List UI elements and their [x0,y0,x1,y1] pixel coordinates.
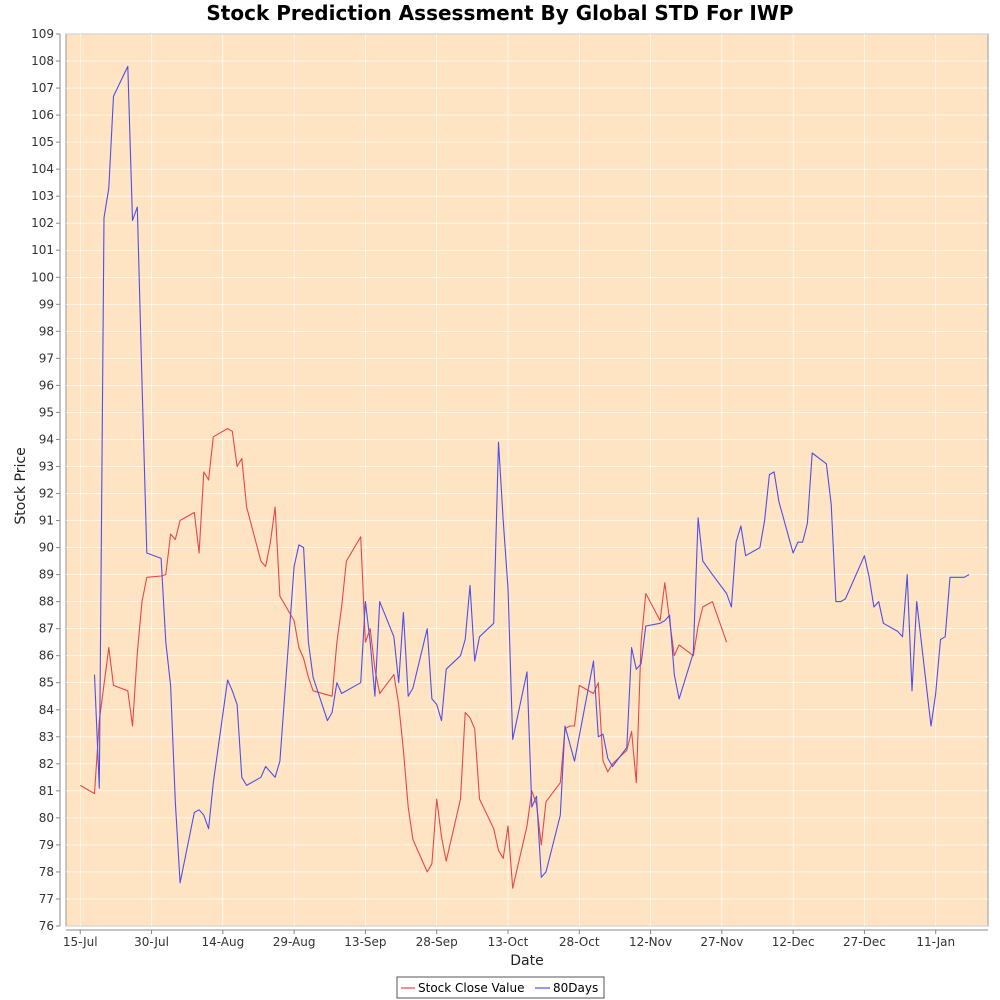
x-tick-label: 11-Jan [916,935,955,949]
y-tick-label: 93 [39,459,54,473]
y-tick-label: 104 [31,162,54,176]
y-tick-label: 82 [39,757,54,771]
y-tick-label: 79 [39,838,54,852]
legend: Stock Close Value 80Days [396,976,605,999]
y-tick-label: 99 [39,297,54,311]
y-tick-label: 95 [39,405,54,419]
y-tick-label: 100 [31,270,54,284]
y-tick-label: 84 [39,703,54,717]
y-axis-label: Stock Price [13,447,29,524]
y-tick-label: 91 [39,514,54,528]
x-tick-label: 28-Oct [559,935,600,949]
y-tick-label: 109 [31,27,54,41]
plot-area [65,33,989,927]
y-tick-label: 89 [39,568,54,582]
y-tick-label: 86 [39,649,54,663]
y-tick-label: 96 [39,378,54,392]
y-tick-label: 76 [39,919,54,933]
y-tick-label: 83 [39,730,54,744]
y-tick-label: 105 [31,135,54,149]
y-tick-label: 98 [39,324,54,338]
x-tick-label: 13-Sep [344,935,386,949]
legend-label-close: Stock Close Value [418,981,524,995]
series-line-stock-close-value [80,428,728,889]
x-tick-label: 14-Aug [201,935,244,949]
y-tick-label: 88 [39,595,54,609]
x-tick-label: 13-Oct [488,935,529,949]
y-tick-label: 85 [39,676,54,690]
legend-box [396,976,605,999]
x-tick-label: 27-Dec [843,935,886,949]
y-tick-label: 92 [39,487,54,501]
x-tick-label: 30-Jul [134,935,169,949]
y-tick-label: 101 [31,243,54,257]
y-tick-label: 107 [31,81,54,95]
series-layer [80,65,970,889]
y-tick-label: 97 [39,351,54,365]
x-tick-label: 12-Dec [772,935,815,949]
x-axis-label: Date [510,953,543,969]
y-tick-label: 94 [39,432,54,446]
series-line-80days [93,65,970,884]
x-tick-label: 12-Nov [629,935,672,949]
y-tick-label: 90 [39,541,54,555]
y-tick-label: 103 [31,189,54,203]
y-tick-label: 108 [31,54,54,68]
x-tick-label: 27-Nov [700,935,743,949]
x-tick-label: 29-Aug [273,935,316,949]
y-tick-label: 102 [31,216,54,230]
y-axis-ticks: 76 77 78 79 80 81 82 83 84 85 86 87 88 89 90 91 92 93 94 95… [31,27,60,933]
y-tick-label: 81 [39,784,54,798]
y-tick-label: 87 [39,622,54,636]
y-tick-label: 77 [39,892,54,906]
legend-label-80days: 80Days [553,981,598,995]
chart-title: Stock Prediction Assessment By Global ST… [206,1,793,25]
x-axis-ticks: 15-Jul 30-Jul 14-Aug 29-Aug 13-Sep 28-Sep 13-O… [63,930,955,949]
x-tick-label: 15-Jul [63,935,98,949]
y-tick-label: 78 [39,865,54,879]
x-tick-label: 28-Sep [416,935,458,949]
y-tick-label: 106 [31,108,54,122]
y-tick-label: 80 [39,811,54,825]
